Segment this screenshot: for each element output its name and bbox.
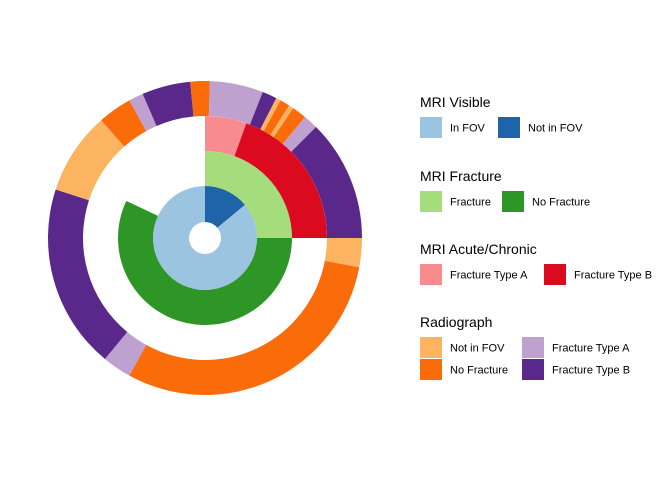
slice-radiograph-fracture-type-b-16 <box>142 81 194 127</box>
legend-title: MRI Visible <box>420 94 491 110</box>
slice-radiograph-fracture-type-b-12 <box>47 189 128 359</box>
legend-swatch-fracture-type-a <box>522 337 544 358</box>
slice-radiograph-not-in-fov-9 <box>324 238 362 268</box>
legend-label-not-in-fov: Not in FOV <box>528 123 583 135</box>
legend-label-fracture: Fracture <box>450 197 491 209</box>
slice-radiograph-fracture-type-a-7 <box>282 117 317 152</box>
slice-mri-acute-chronic-fracture-type-b-1 <box>234 123 328 238</box>
legend-swatch-fracture-type-b <box>522 359 544 380</box>
slice-mri-visible-in-fov-1 <box>153 186 258 290</box>
slice-radiograph-fracture-type-b-8 <box>291 126 362 238</box>
legend-label-no-fracture: No Fracture <box>532 197 590 209</box>
legend-group-mri-visible: MRI Visible In FOV Not in FOV <box>420 94 583 138</box>
slice-mri-visible-no-in-fov-0 <box>205 186 246 228</box>
slice-radiograph-no-fracture-14 <box>101 100 147 147</box>
legend-swatch-fracture-type-a <box>420 264 442 285</box>
slice-radiograph-no-fracture-17 <box>190 81 205 117</box>
ring-mri-visible <box>153 186 258 290</box>
legend-title: MRI Fracture <box>420 168 502 184</box>
slice-radiograph-fracture-type-a-11 <box>104 332 147 376</box>
legend-label-no-fracture: No Fracture <box>450 365 508 377</box>
slice-radiograph-no-fracture-10 <box>129 260 360 396</box>
slice-radiograph-not-in-fov-13 <box>55 120 125 201</box>
legend-swatch-in-fov <box>420 117 442 138</box>
ring-mri-acute-chronic <box>205 116 328 238</box>
legend-group-mri-acute-chronic: MRI Acute/Chronic Fracture Type A Fracture… <box>420 241 652 285</box>
slice-radiograph-not-in-fov-5 <box>270 105 294 138</box>
slice-radiograph-fracture-type-a-1 <box>208 81 263 125</box>
ring-radiograph <box>47 81 362 396</box>
legend-title: MRI Acute/Chronic <box>420 241 537 257</box>
legend-swatch-not-in-fov <box>420 337 442 358</box>
legend: MRI Visible In FOV Not in FOV MRI Fracture F… <box>420 94 652 380</box>
legend-swatch-fracture-type-b <box>544 264 566 285</box>
legend-label-fracture-type-b: Fracture Type B <box>574 270 652 282</box>
slice-radiograph-no-fracture-4 <box>263 100 290 135</box>
legend-group-mri-fracture: MRI Fracture Fracture No Fracture <box>420 168 590 212</box>
legend-label-fracture-type-a: Fracture Type A <box>450 270 528 282</box>
sunburst-rings <box>47 81 362 396</box>
legend-label-fracture-type-b: Fracture Type B <box>552 365 630 377</box>
legend-swatch-no-fracture <box>502 191 524 212</box>
legend-label-in-fov: In FOV <box>450 123 486 135</box>
legend-group-radiograph: Radiograph Not in FOV Fracture Type A No Fr… <box>420 314 630 380</box>
slice-mri-fracture-fracture-0 <box>205 151 292 238</box>
legend-swatch-fracture <box>420 191 442 212</box>
legend-label-fracture-type-a: Fracture Type A <box>552 343 630 355</box>
slice-radiograph-no-fracture-6 <box>273 108 306 144</box>
slice-radiograph-no-fracture-0 <box>205 81 210 117</box>
slice-mri-acute-chronic-fracture-type-a-0 <box>205 116 247 157</box>
legend-label-not-in-fov: Not in FOV <box>450 343 505 355</box>
ring-mri-fracture <box>118 151 292 326</box>
legend-swatch-no-fracture <box>420 359 442 380</box>
legend-title: Radiograph <box>420 314 492 330</box>
slice-radiograph-not-in-fov-3 <box>260 98 281 132</box>
slice-radiograph-fracture-type-a-15 <box>129 93 157 132</box>
legend-swatch-not-in-fov <box>498 117 520 138</box>
slice-mri-fracture-no-fracture-1 <box>118 200 292 326</box>
slice-radiograph-fracture-type-b-2 <box>249 92 277 130</box>
